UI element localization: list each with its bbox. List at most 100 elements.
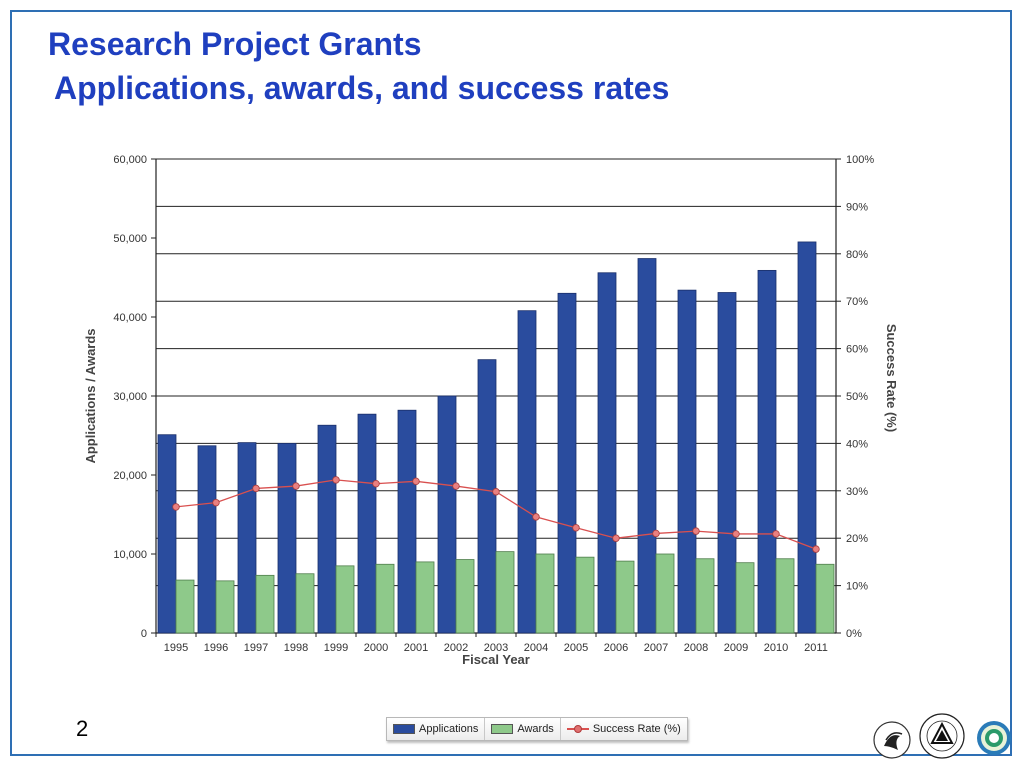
bar-applications [157, 434, 177, 634]
bar-awards [175, 579, 195, 634]
x-tick-label: 2008 [684, 642, 708, 654]
awards-swatch [491, 724, 514, 734]
x-tick-label: 2007 [644, 642, 668, 654]
right-axis-title: Success Rate (%) [884, 324, 899, 432]
bar-applications [397, 409, 417, 634]
x-tick-label: 2004 [524, 642, 548, 654]
x-tick-label: 2002 [444, 642, 468, 654]
success-rate-point [372, 479, 380, 488]
success-rate-point [772, 530, 780, 538]
legend-label-success-rate: Success Rate (%) [592, 723, 681, 735]
right-tick-label: 60% [846, 344, 868, 356]
right-tick-label: 50% [846, 391, 868, 403]
title-line-2: Applications, awards, and success rates [54, 70, 670, 106]
legend-item-applications: Applications [387, 718, 486, 740]
right-tick-label: 100% [846, 154, 874, 166]
x-tick-label: 2005 [564, 642, 588, 654]
success-rate-point [532, 513, 540, 521]
left-tick-label: 60,000 [113, 154, 147, 166]
success-rate-point [212, 498, 220, 507]
bar-awards [575, 556, 595, 634]
hhs-seal-icon [873, 721, 911, 759]
bar-applications [757, 269, 777, 634]
success-rate-point [172, 503, 180, 511]
applications-swatch [393, 724, 415, 734]
x-tick-label: 1999 [324, 642, 348, 654]
slide-title: Research Project Grants Applications, aw… [48, 22, 669, 110]
right-tick-label: 30% [846, 486, 868, 498]
bar-awards [335, 565, 355, 634]
success-rate-point [452, 482, 460, 490]
oer-logo-icon [977, 721, 1011, 755]
bar-awards [815, 563, 835, 634]
x-tick-label: 2009 [724, 642, 748, 654]
x-axis-title: Fiscal Year [462, 652, 530, 667]
left-tick-label: 30,000 [113, 391, 147, 403]
bar-applications [677, 289, 697, 634]
success-rate-point [612, 534, 620, 542]
left-tick-label: 0 [141, 628, 147, 640]
bar-applications [197, 445, 217, 634]
bar-awards [695, 558, 715, 634]
slide-frame [10, 10, 1012, 756]
bar-applications [357, 413, 377, 634]
bar-awards [735, 562, 755, 634]
bar-awards [775, 558, 795, 634]
bar-applications [437, 395, 457, 634]
right-tick-label: 80% [846, 249, 868, 261]
right-tick-label: 90% [846, 201, 868, 213]
legend-label-applications: Applications [419, 723, 479, 735]
success-rate-point [492, 488, 500, 496]
bar-awards [455, 559, 475, 634]
bar-awards [415, 561, 435, 634]
success-rate-point [412, 477, 420, 486]
left-tick-label: 40,000 [113, 312, 147, 324]
success-rate-point [252, 484, 260, 493]
agency-logos [873, 713, 1011, 759]
title-line-1: Research Project Grants [48, 26, 422, 62]
bar-applications [237, 442, 257, 634]
x-tick-label: 1996 [204, 642, 228, 654]
bar-applications [317, 424, 337, 634]
chart-legend: Applications Awards Success Rate (%) [386, 717, 688, 741]
combo-chart: 0% 10% 20% 30% 40% 50% 60% 70% 80% 90% 100% 0 10,000… [83, 154, 899, 667]
bar-applications [477, 359, 497, 634]
right-tick-label: 10% [846, 581, 868, 593]
x-tick-label: 2011 [804, 642, 828, 654]
bar-applications [637, 258, 657, 634]
left-tick-label: 50,000 [113, 233, 147, 245]
success-rate-point [692, 527, 700, 535]
right-tick-label: 40% [846, 438, 868, 450]
success-rate-point [652, 529, 660, 538]
y-axis-title: Applications / Awards [83, 328, 98, 463]
nih-seal-icon [919, 713, 965, 759]
legend-item-awards: Awards [485, 718, 561, 740]
bar-applications [717, 292, 737, 634]
bar-awards [535, 553, 555, 634]
x-tick-label: 2000 [364, 642, 388, 654]
left-tick-label: 20,000 [113, 470, 147, 482]
x-tick-label: 2003 [484, 642, 508, 654]
legend-item-success-rate: Success Rate (%) [561, 718, 687, 740]
right-tick-label: 0% [846, 628, 862, 640]
success-rate-point [732, 530, 740, 538]
bar-awards [655, 553, 675, 634]
bar-awards [375, 563, 395, 634]
legend-label-awards: Awards [517, 723, 554, 735]
success-rate-point [292, 482, 300, 490]
page-number: 2 [76, 716, 89, 741]
bar-applications [797, 241, 817, 634]
x-tick-label: 1997 [244, 642, 268, 654]
bar-applications [597, 272, 617, 634]
x-tick-label: 2010 [764, 642, 788, 654]
bar-applications [277, 442, 297, 634]
x-tick-label: 2001 [404, 642, 428, 654]
bar-awards [495, 551, 515, 634]
right-tick-label: 20% [846, 533, 868, 545]
success-rate-swatch [566, 724, 589, 734]
left-tick-label: 10,000 [113, 549, 147, 561]
right-tick-label: 70% [846, 296, 868, 308]
bar-awards [615, 560, 635, 634]
bar-applications [517, 310, 537, 634]
x-tick-label: 1998 [284, 642, 308, 654]
